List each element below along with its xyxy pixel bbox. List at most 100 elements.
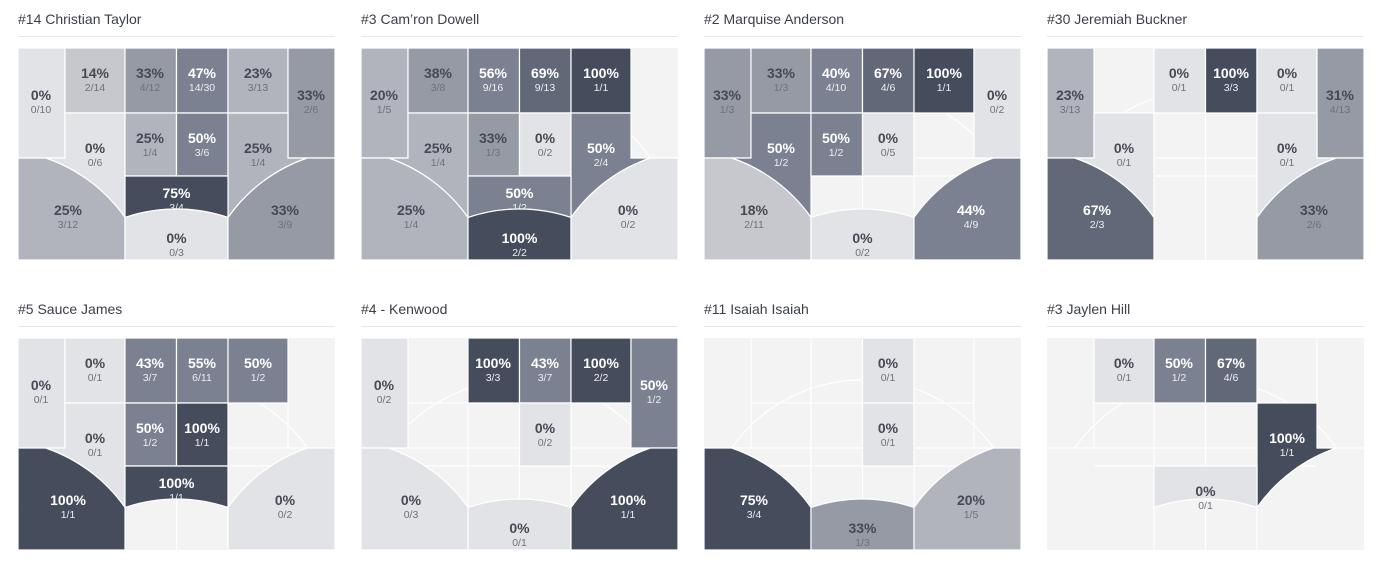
zone-made-attempted: 3/9: [278, 219, 293, 231]
shot-zone-tc: 0%0/1: [861, 338, 915, 404]
zone-made-attempted: 9/16: [483, 82, 504, 94]
zone-fill: [18, 48, 66, 159]
zone-made-attempted: 1/1: [621, 509, 636, 521]
shot-zone-tlm: 50%1/2: [1153, 338, 1207, 404]
zone-percentage: 100%: [926, 65, 962, 81]
zone-fill: [361, 338, 409, 449]
zone-percentage: 25%: [397, 202, 426, 218]
zone-percentage: 0%: [852, 230, 873, 246]
zone-percentage: 0%: [1195, 483, 1216, 499]
zone-percentage: 0%: [535, 420, 556, 436]
zone-fill: [18, 447, 126, 550]
shot-zone-rbase: 44%4/9: [913, 157, 1021, 260]
shot-zone-tc: 100%3/3: [1204, 48, 1258, 114]
shot-zone-lbase: 75%3/4: [704, 447, 812, 550]
zone-fill: [518, 402, 572, 467]
zone-made-attempted: 9/13: [535, 82, 556, 94]
zone-percentage: 0%: [31, 377, 52, 393]
shot-zone-tl: 0%0/1: [1093, 338, 1155, 404]
shot-zone-pt: 0%0/1: [1153, 465, 1258, 512]
zone-percentage: 0%: [1277, 140, 1298, 156]
zone-percentage: 0%: [85, 430, 106, 446]
zone-made-attempted: 0/1: [1117, 372, 1132, 384]
zone-made-attempted: 0/2: [538, 147, 553, 159]
shot-zone-tl: 33%1/3: [750, 48, 812, 114]
shot-zone-tc: 55%6/11: [175, 338, 229, 404]
zone-fill: [861, 112, 915, 177]
zone-percentage: 0%: [1277, 65, 1298, 81]
zone-percentage: 100%: [475, 355, 511, 371]
zone-percentage: 47%: [188, 65, 217, 81]
zone-percentage: 0%: [31, 87, 52, 103]
zone-fill: [913, 157, 1021, 260]
shot-zone-tl: 0%0/1: [64, 338, 126, 404]
zone-percentage: 43%: [136, 355, 165, 371]
zone-made-attempted: 0/2: [377, 394, 392, 406]
zone-made-attempted: 4/10: [826, 82, 847, 94]
zone-made-attempted: 0/6: [88, 157, 103, 169]
zone-percentage: 23%: [244, 65, 273, 81]
zone-made-attempted: 4/9: [964, 219, 979, 231]
zone-made-attempted: 1/3: [486, 147, 501, 159]
zone-made-attempted: 0/1: [1280, 157, 1295, 169]
shot-zone-mc: 0%0/5: [861, 112, 915, 177]
zone-made-attempted: 0/1: [34, 394, 49, 406]
shot-zone-tlm: 43%3/7: [518, 338, 572, 404]
title-divider: [18, 326, 335, 327]
zone-made-attempted: 1/2: [1172, 372, 1187, 384]
zone-percentage: 50%: [640, 377, 669, 393]
shot-zone-trm: 50%1/2: [630, 338, 678, 449]
zone-made-attempted: 0/2: [538, 437, 553, 449]
shot-zone-trm: 23%3/13: [227, 48, 289, 114]
zone-made-attempted: 0/1: [881, 437, 896, 449]
shot-zone-tlm: 0%0/1: [1153, 48, 1207, 114]
zone-made-attempted: 3/7: [143, 372, 158, 384]
zone-percentage: 33%: [713, 87, 742, 103]
shot-zone-lc3: 20%1/5: [361, 48, 409, 159]
player-name-title: #3 Jaylen Hill: [1047, 301, 1131, 317]
zone-percentage: 75%: [740, 492, 769, 508]
zone-fill: [361, 48, 409, 159]
shot-zone-tlm: 43%3/7: [124, 338, 178, 404]
zone-percentage: 100%: [502, 230, 538, 246]
zone-percentage: 43%: [531, 355, 560, 371]
zone-fill: [1047, 48, 1095, 159]
shot-zone-tc: 67%4/6: [861, 48, 915, 114]
zone-percentage: 33%: [136, 65, 165, 81]
zone-percentage: 33%: [479, 130, 508, 146]
shot-zone-lc3: 0%0/1: [18, 338, 66, 449]
player-shot-card: #2 Marquise Anderson 33% 1/3 33% 1/3 40% 4/10 6…: [704, 10, 1021, 260]
zone-made-attempted: 0/10: [31, 104, 52, 116]
zone-percentage: 50%: [136, 420, 165, 436]
zone-percentage: 100%: [583, 355, 619, 371]
zone-made-attempted: 4/6: [881, 82, 896, 94]
zone-fill: [227, 447, 335, 550]
shot-court: 0%0/10%0/143%3/755%6/1150%1/20%0/150%1/2…: [18, 338, 335, 550]
zone-percentage: 33%: [271, 202, 300, 218]
zone-percentage: 56%: [479, 65, 508, 81]
shot-zone-tc: 100%2/2: [570, 338, 632, 404]
zone-fill: [913, 447, 1021, 550]
shot-zone-c3: 0%0/2: [810, 208, 915, 260]
shot-zone-tc: 69%9/13: [518, 48, 572, 114]
zone-made-attempted: 1/1: [1280, 447, 1295, 459]
zone-percentage: 0%: [1169, 65, 1190, 81]
zone-made-attempted: 6/11: [192, 372, 212, 384]
shot-zone-c3: 33%1/3: [810, 498, 915, 550]
shot-zone-tc: 67%4/6: [1204, 338, 1258, 404]
shot-zone-rwing: 50%2/4: [570, 112, 651, 220]
zone-made-attempted: 1/1: [594, 82, 609, 94]
player-name-title: #30 Jeremiah Buckner: [1047, 11, 1188, 27]
zone-made-attempted: 3/13: [248, 82, 269, 94]
player-shot-card: #3 Jaylen Hill 0% 0/1 50% 1/2 67% 4/6 100% 1/1 0%…: [1047, 300, 1364, 550]
shot-zone-lc3: 23%3/13: [1047, 48, 1095, 159]
zone-made-attempted: 1/5: [964, 509, 979, 521]
zone-fill: [1153, 465, 1258, 509]
zone-percentage: 67%: [874, 65, 903, 81]
player-shot-card: #11 Isaiah Isaiah 0% 0/1 0% 0/1 75% 3/4 33% 1/3 2…: [704, 300, 1021, 550]
player-shot-card: #4 - Kenwood 0% 0/2 100% 3/3 43% 3/7 100% 2/2 50%…: [361, 300, 678, 550]
title-divider: [704, 36, 1021, 37]
zone-percentage: 23%: [1056, 87, 1085, 103]
zone-fill: [570, 157, 678, 260]
